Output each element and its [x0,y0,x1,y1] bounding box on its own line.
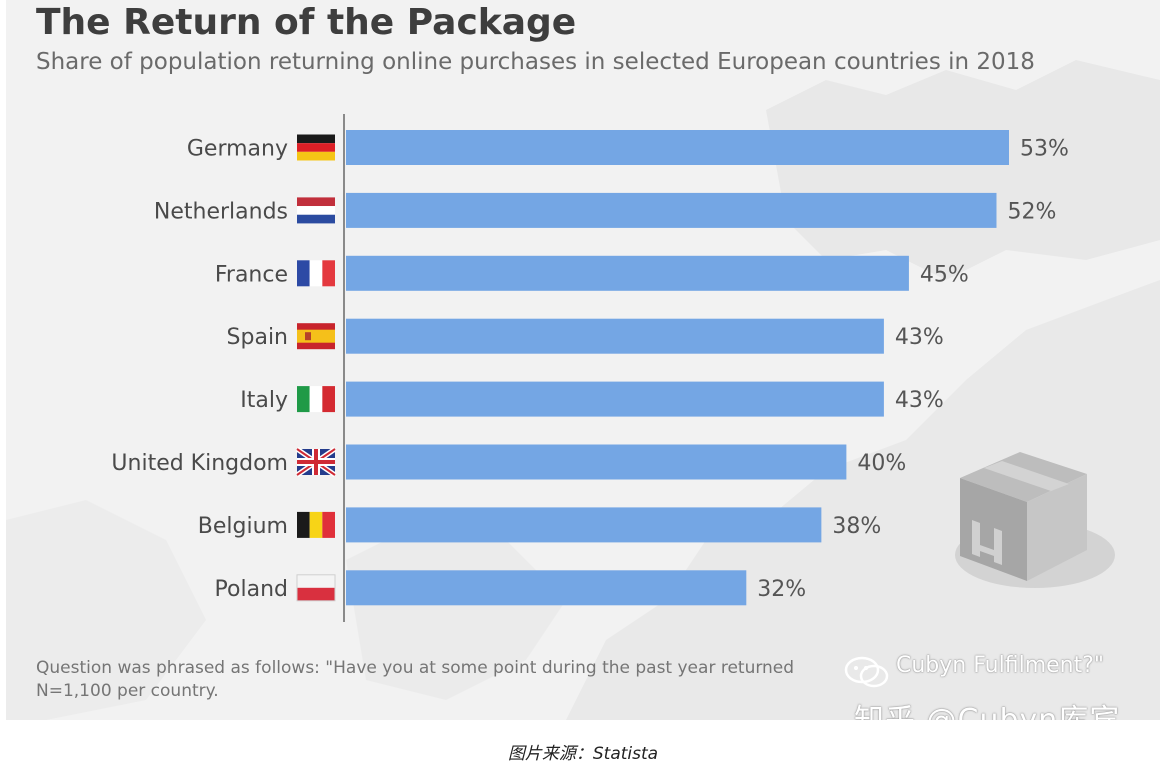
value-label: 32% [757,577,806,602]
value-label: 43% [895,388,944,413]
italy-flag-icon [297,386,335,413]
bar-germany [346,130,1009,165]
category-label: Netherlands [154,199,288,224]
germany-flag-icon [297,134,335,161]
watermark-brand-large: 知乎 @Cubyn库宾 [854,695,1120,720]
belgium-flag-icon [297,511,335,538]
survey-note-sample: N=1,100 per country. [36,681,219,701]
survey-note-question: Question was phrased as follows: "Have y… [36,658,795,678]
category-label: Spain [227,325,288,350]
bar-france [346,255,909,291]
united-kingdom-flag-icon [295,446,337,478]
bar-belgium [346,507,822,543]
category-label: Germany [187,137,288,162]
netherlands-flag-icon [297,197,335,224]
bar-spain [346,318,884,354]
category-label: United Kingdom [111,451,288,476]
bar-netherlands [346,192,997,228]
poland-flag-icon [296,574,336,602]
value-label: 40% [857,451,906,476]
survey-note: Question was phrased as follows: "Have y… [36,657,794,703]
category-label: France [215,262,288,287]
value-label: 53% [1020,137,1069,162]
value-label: 38% [832,514,881,539]
cardboard-box-icon [955,452,1115,588]
watermark-brand-small: Cubyn Fulfilment?" [896,653,1105,678]
bar-italy [346,381,884,417]
chart-subtitle: Share of population returning online pur… [36,49,1035,75]
infographic-panel: The Return of the Package Share of popul… [6,0,1160,720]
image-source-caption: 图片来源：Statista [507,744,659,764]
chart-title: The Return of the Package [36,2,577,43]
category-label: Belgium [198,514,288,539]
bar-united-kingdom [346,444,847,480]
bar-poland [346,570,747,606]
wechat-icon [844,656,889,688]
category-label: Italy [240,388,288,413]
value-label: 45% [920,262,969,287]
bar-chart: Germany 53% Netherlands 52% France 45% Spain 43… [111,114,1115,622]
value-label: 43% [895,325,944,350]
france-flag-icon [297,260,335,287]
category-label: Poland [215,577,288,602]
spain-flag-icon [297,323,335,350]
value-label: 52% [1007,199,1056,224]
